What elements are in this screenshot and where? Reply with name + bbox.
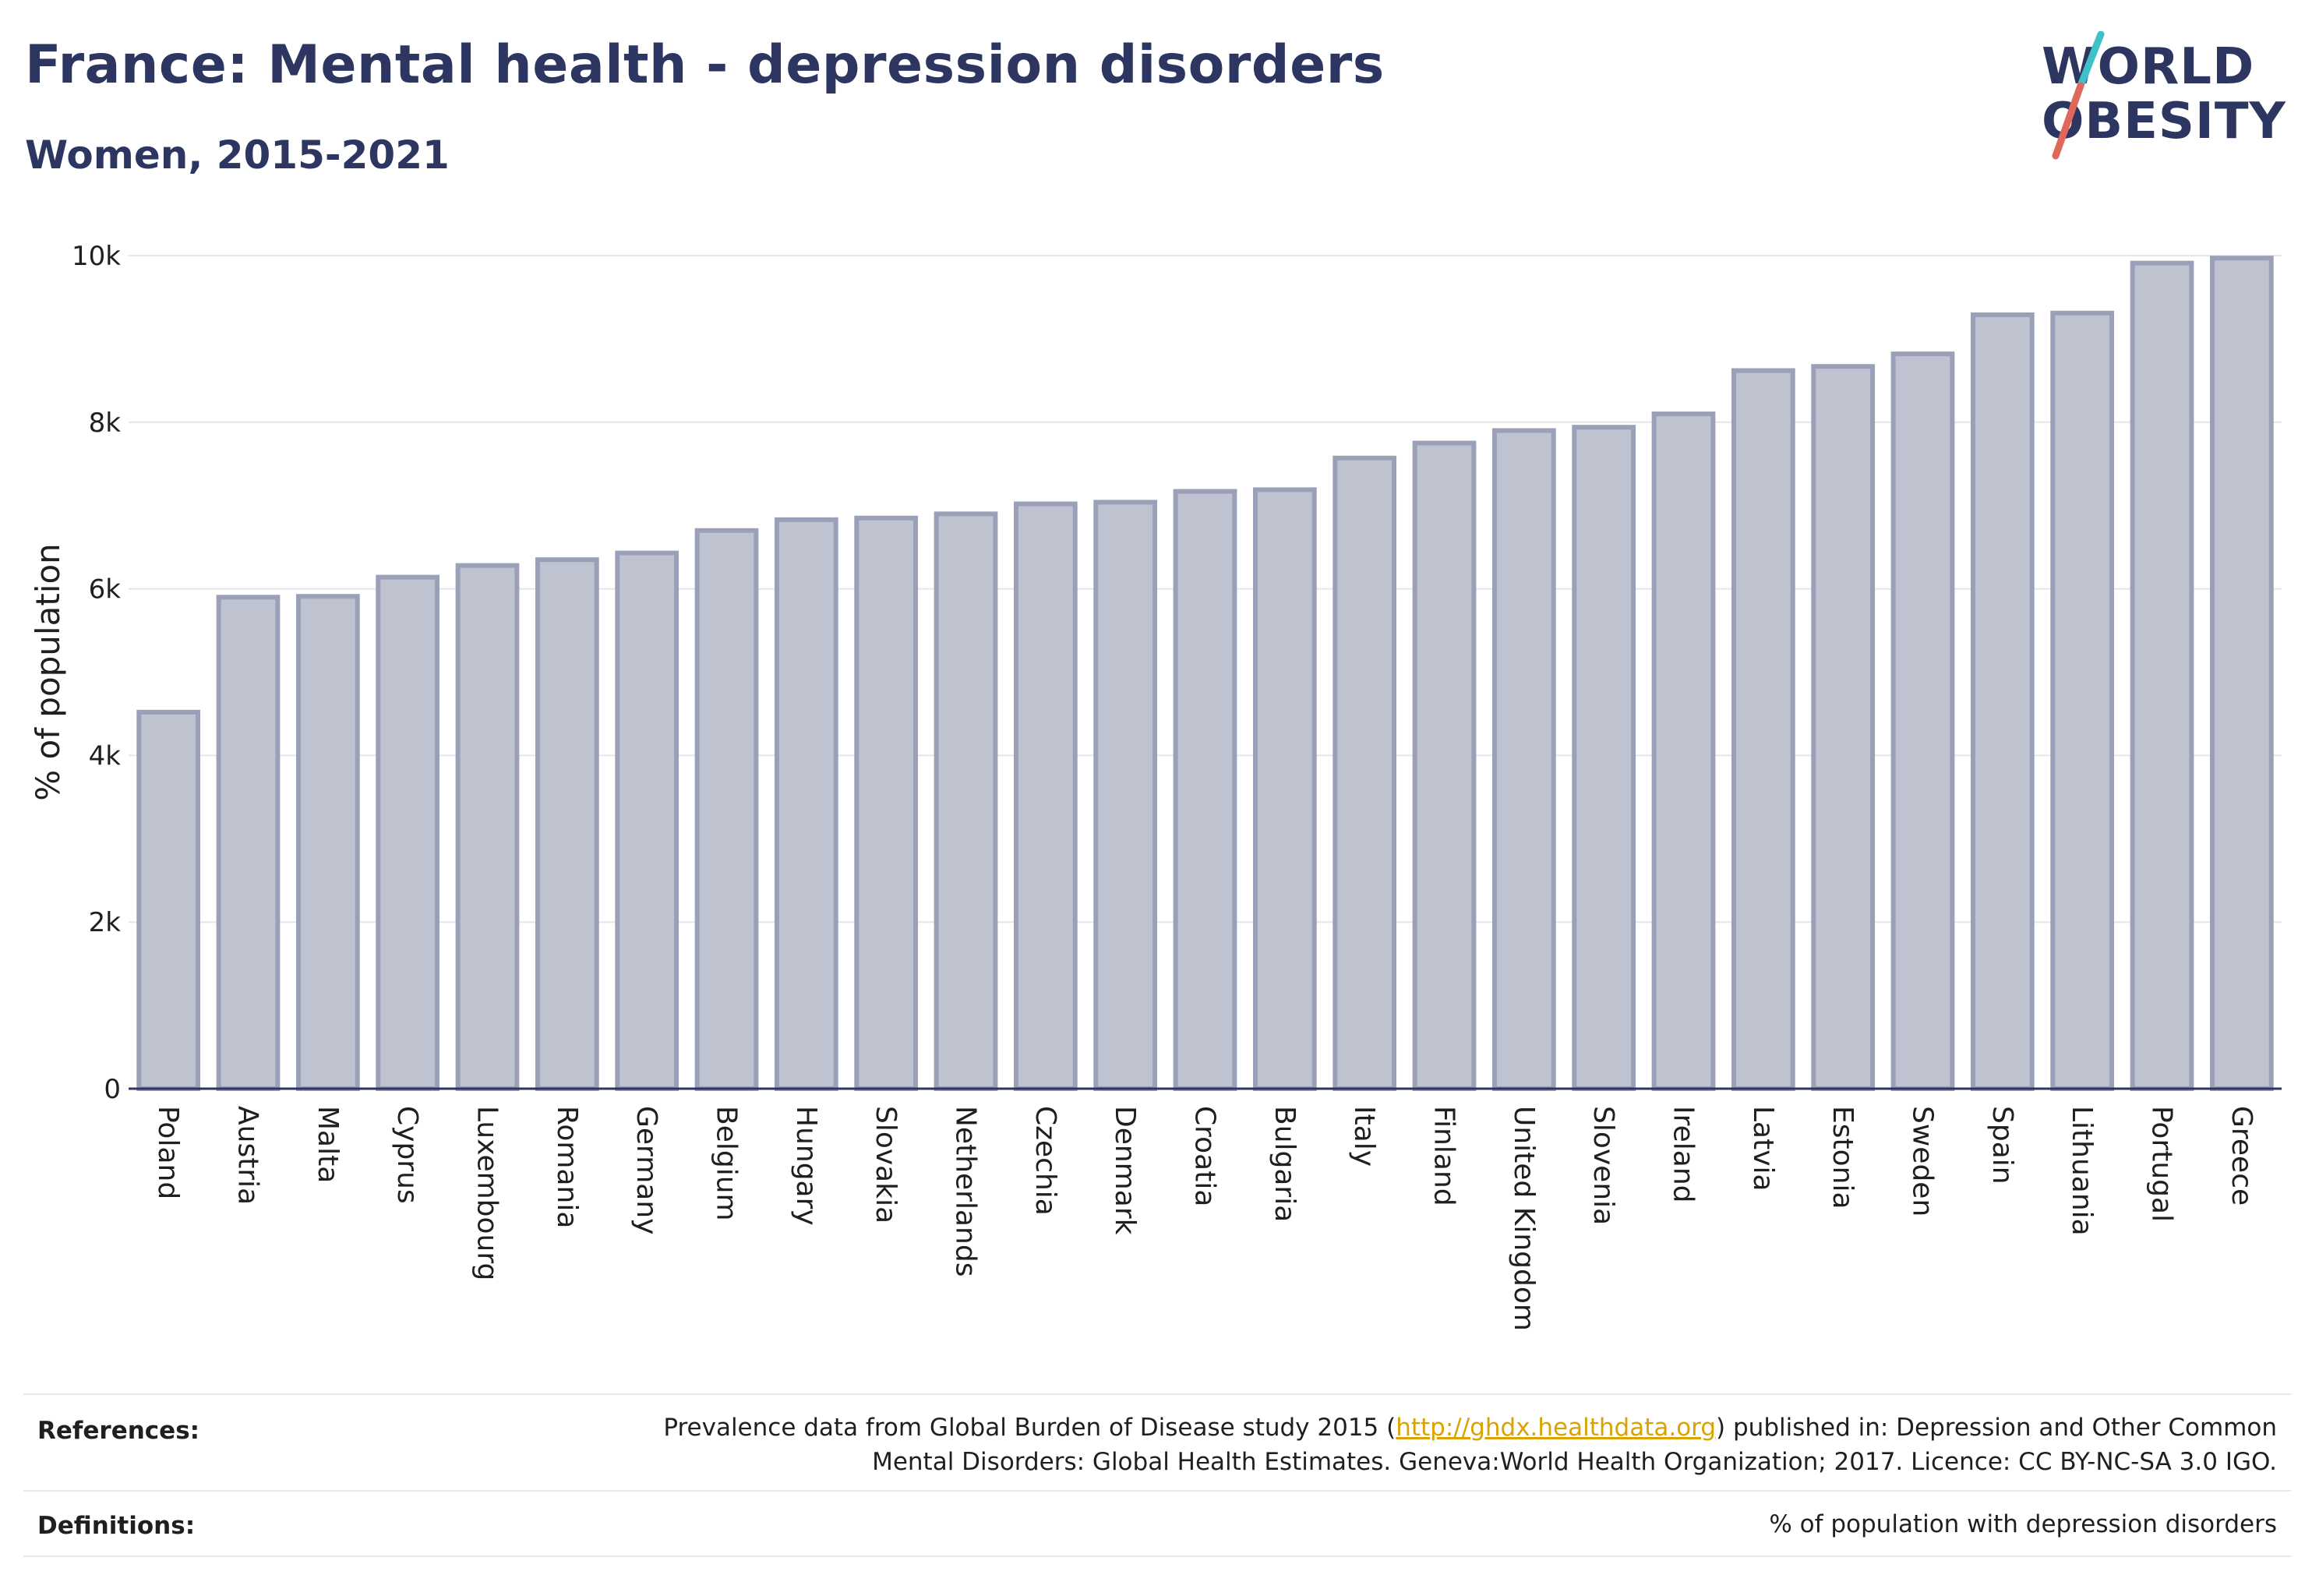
- footer-divider-bottom: [23, 1555, 2291, 1557]
- bar-poland[interactable]: [136, 709, 201, 1091]
- definitions-row: Definitions: % of population with depres…: [23, 1492, 2291, 1557]
- bar-hungary[interactable]: [774, 517, 838, 1091]
- references-line2: Mental Disorders: Global Health Estimate…: [872, 1448, 2277, 1476]
- bar-czechia[interactable]: [1013, 501, 1078, 1091]
- x-tick-labels: Poland Austria Malta Cyprus Luxembourg Romani…: [152, 1106, 2257, 1331]
- x-tick-label: Poland: [152, 1106, 184, 1199]
- x-tick-label: Spain: [1986, 1106, 2018, 1185]
- x-tick-label: Croatia: [1189, 1106, 1221, 1206]
- x-tick-label: Portugal: [2146, 1106, 2178, 1222]
- x-tick-label: Hungary: [790, 1106, 822, 1226]
- y-tick-label: 10k: [72, 241, 121, 272]
- references-link[interactable]: http://ghdx.healthdata.org: [1396, 1414, 1717, 1442]
- bar-germany[interactable]: [615, 550, 679, 1091]
- x-tick-label: Denmark: [1109, 1106, 1141, 1235]
- footer-divider-top: [23, 1393, 2291, 1395]
- x-tick-label: Ireland: [1668, 1106, 1700, 1203]
- y-tick-label: 4k: [89, 740, 122, 772]
- bar-luxembourg[interactable]: [455, 563, 520, 1091]
- bar-slovakia[interactable]: [854, 515, 919, 1091]
- bar-belgium[interactable]: [694, 528, 759, 1091]
- bar-portugal[interactable]: [2130, 260, 2194, 1092]
- definitions-label: Definitions:: [37, 1512, 196, 1540]
- bar-estonia[interactable]: [1811, 364, 1876, 1091]
- chart-title: France: Mental health - depression disor…: [25, 34, 1385, 96]
- x-tick-label: Luxembourg: [471, 1106, 503, 1280]
- bar-denmark[interactable]: [1093, 500, 1158, 1091]
- logo-line-1: WORLD: [2042, 38, 2255, 96]
- bar-united-kingdom[interactable]: [1491, 428, 1556, 1091]
- x-tick-label: Germany: [630, 1106, 662, 1234]
- references-text: Prevalence data from Global Burden of Di…: [663, 1411, 2277, 1479]
- x-tick-label: Lithuania: [2066, 1106, 2098, 1236]
- x-tick-label: Greece: [2226, 1106, 2257, 1206]
- bar-sweden[interactable]: [1890, 351, 1955, 1091]
- references-label: References:: [37, 1417, 200, 1445]
- bar-romania[interactable]: [535, 557, 599, 1091]
- x-tick-label: Malta: [312, 1106, 344, 1183]
- bar-latvia[interactable]: [1731, 368, 1795, 1092]
- bars: [136, 256, 2274, 1092]
- logo-slash-icon: [2052, 31, 2105, 160]
- x-tick-label: Estonia: [1827, 1106, 1858, 1209]
- bar-lithuania[interactable]: [2050, 310, 2115, 1091]
- references-row: References: Prevalence data from Global …: [23, 1395, 2291, 1490]
- y-tick-label: 8k: [89, 408, 122, 439]
- bar-austria[interactable]: [216, 595, 281, 1091]
- bar-ireland[interactable]: [1651, 411, 1716, 1091]
- logo-line-2: OBESITY: [2042, 93, 2286, 150]
- x-tick-label: Netherlands: [950, 1106, 982, 1276]
- bar-greece[interactable]: [2209, 256, 2274, 1091]
- x-tick-label: United Kingdom: [1508, 1106, 1540, 1331]
- y-axis-label: % of population: [29, 543, 67, 801]
- x-tick-label: Romania: [551, 1106, 583, 1228]
- references-line1-pre: Prevalence data from Global Burden of Di…: [663, 1414, 1396, 1442]
- bar-bulgaria[interactable]: [1252, 487, 1317, 1091]
- y-tick-label: 0: [104, 1074, 121, 1105]
- x-tick-label: Italy: [1348, 1106, 1380, 1167]
- x-tick-label: Finland: [1428, 1106, 1460, 1206]
- bar-croatia[interactable]: [1173, 489, 1237, 1091]
- references-line1-post: ) published in: Depression and Other Com…: [1716, 1414, 2277, 1442]
- bar-chart: 0 2k 4k 6k 8k 10k Poland Austria Malta Cyprus Lux…: [29, 241, 2282, 1331]
- footer-divider-middle: [23, 1490, 2291, 1492]
- bar-spain[interactable]: [1970, 312, 2035, 1091]
- x-tick-label: Latvia: [1747, 1106, 1779, 1192]
- bar-malta[interactable]: [295, 594, 360, 1091]
- bar-italy[interactable]: [1333, 455, 1397, 1091]
- y-tick-label: 2k: [89, 907, 122, 938]
- x-tick-label: Sweden: [1907, 1106, 1939, 1216]
- x-tick-label: Slovenia: [1587, 1106, 1619, 1225]
- x-tick-label: Slovakia: [870, 1106, 902, 1223]
- definitions-text: % of population with depression disorder…: [1769, 1510, 2277, 1538]
- y-tick-labels: 0 2k 4k 6k 8k 10k: [72, 241, 121, 1105]
- bar-cyprus[interactable]: [376, 574, 440, 1091]
- chart-subtitle: Women, 2015-2021: [25, 132, 450, 178]
- x-tick-label: Cyprus: [391, 1106, 423, 1204]
- x-tick-label: Czechia: [1029, 1106, 1061, 1216]
- x-tick-label: Belgium: [711, 1106, 743, 1221]
- y-tick-label: 6k: [89, 574, 122, 606]
- world-obesity-logo: WORLD OBESITY: [2034, 31, 2291, 164]
- x-tick-label: Austria: [232, 1106, 264, 1205]
- bar-slovenia[interactable]: [1572, 425, 1636, 1091]
- bar-finland[interactable]: [1412, 440, 1477, 1091]
- bar-netherlands[interactable]: [934, 511, 998, 1091]
- x-tick-label: Bulgaria: [1269, 1106, 1301, 1222]
